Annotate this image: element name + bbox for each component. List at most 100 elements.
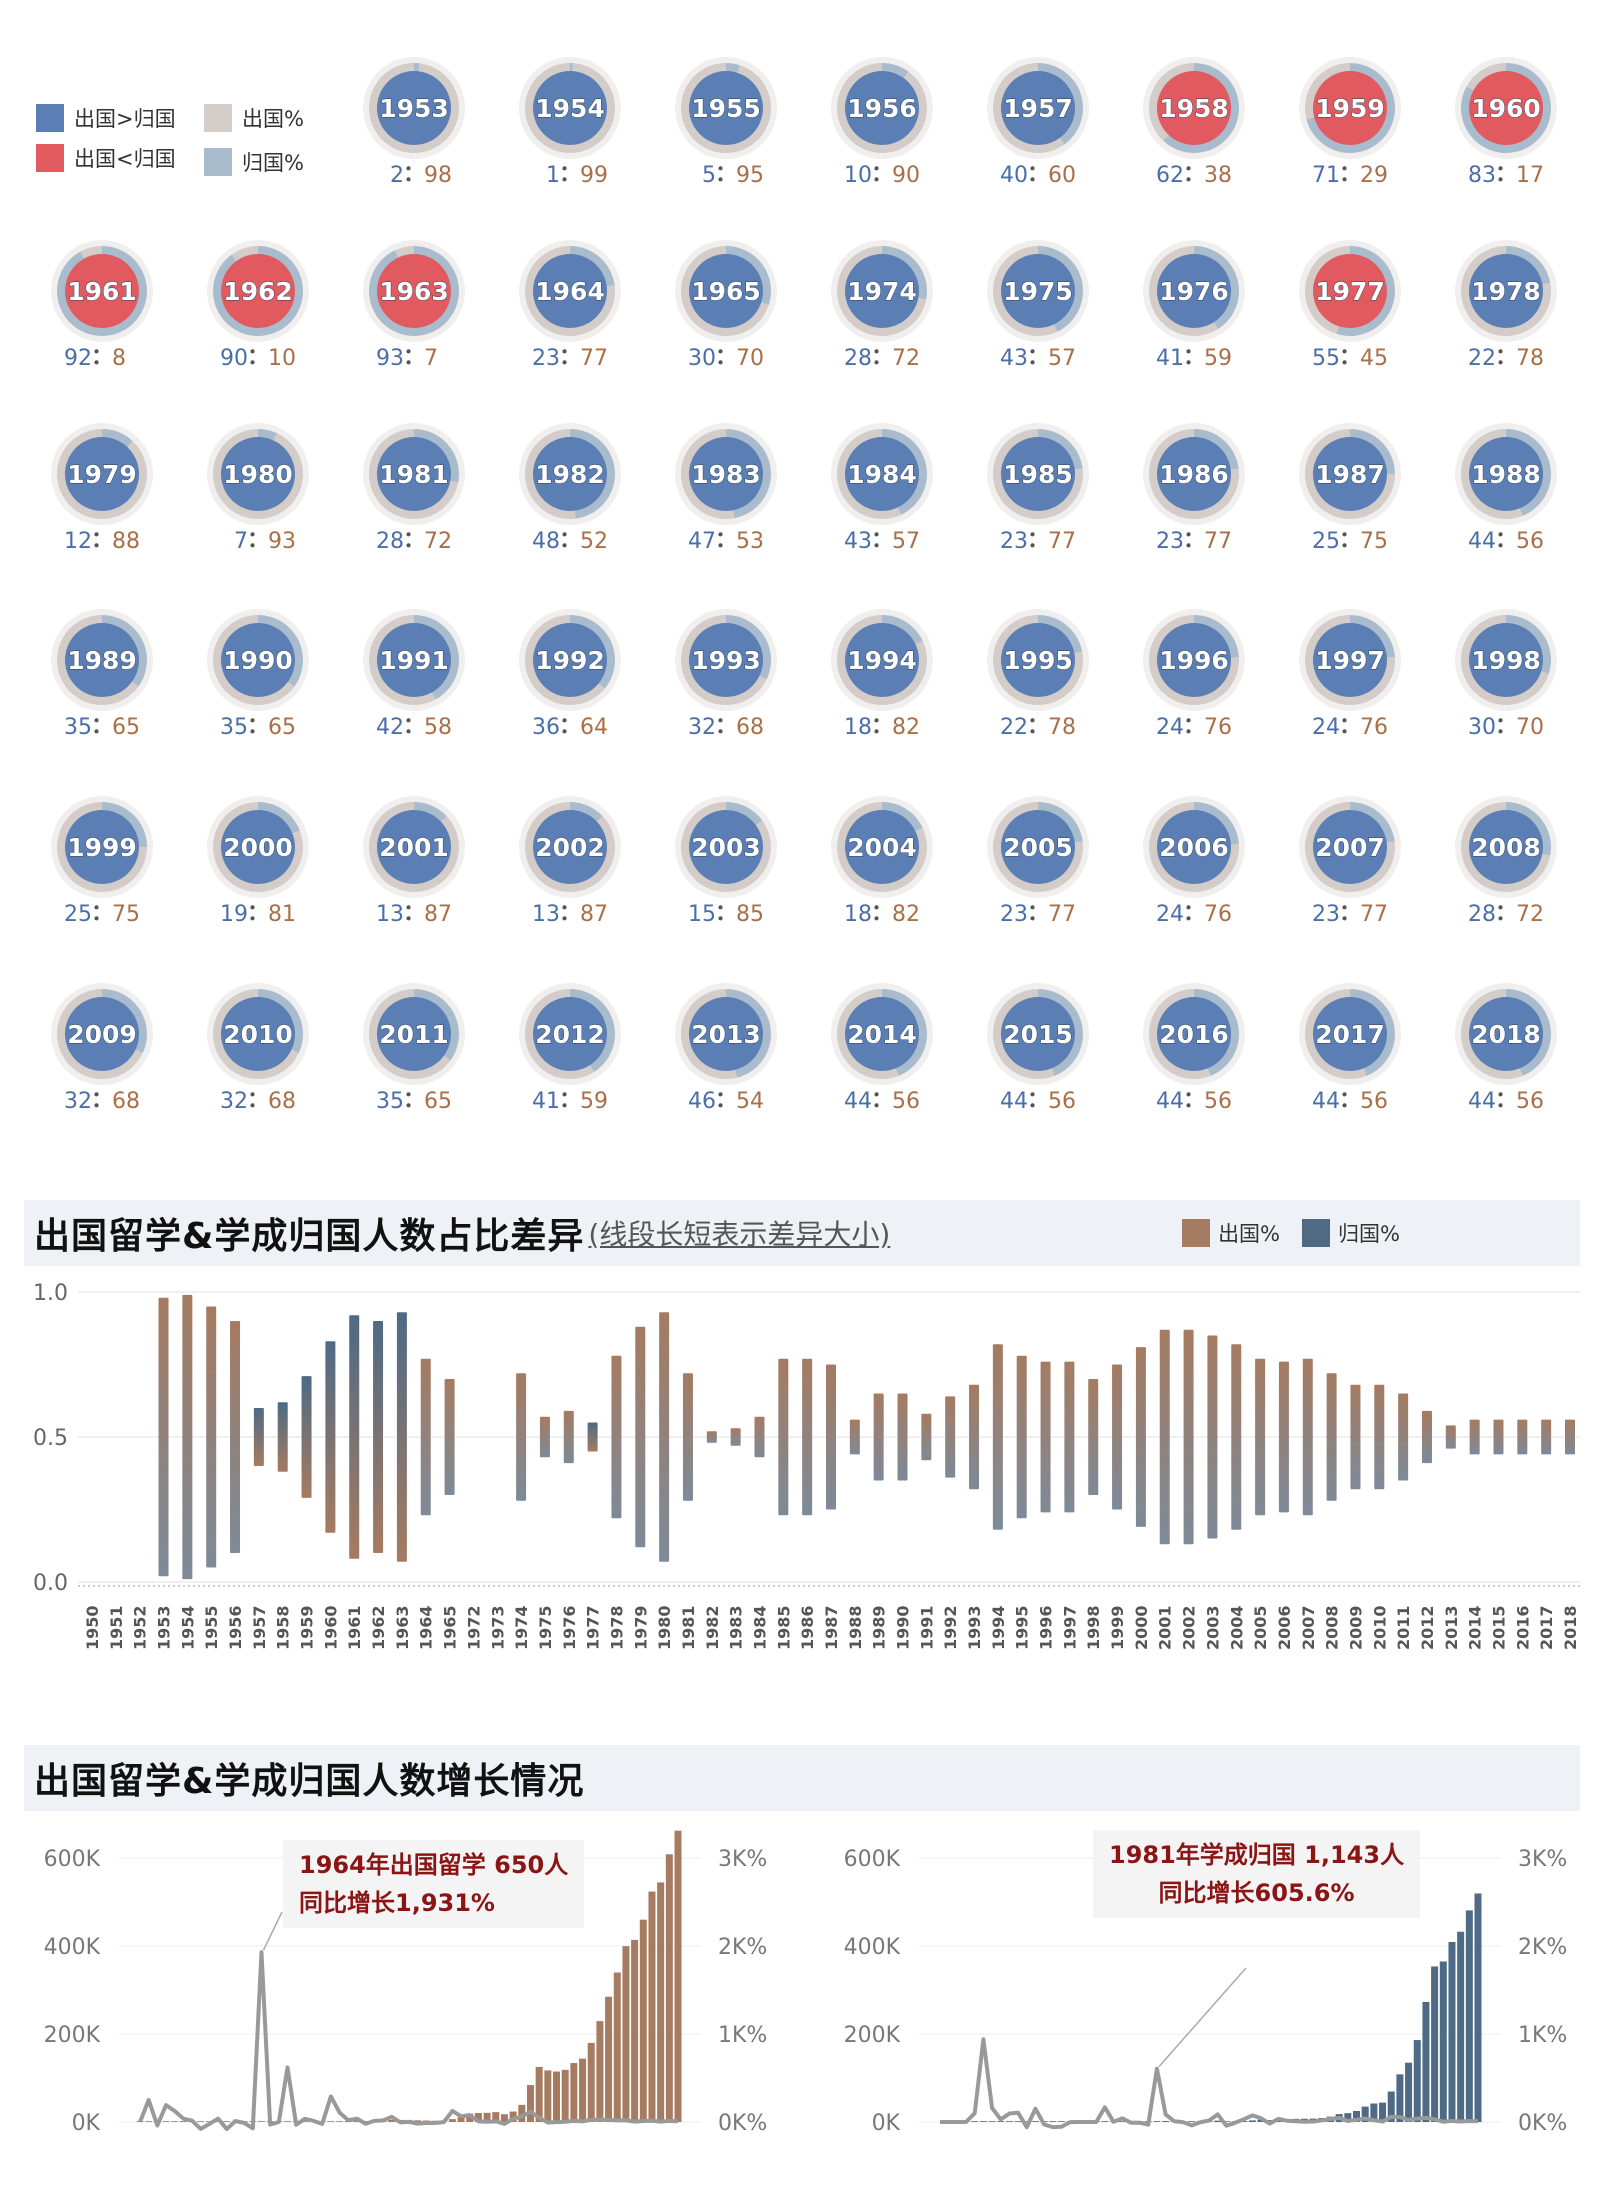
donut-center bbox=[377, 623, 451, 697]
donut-separator: ： bbox=[559, 528, 581, 553]
share-x-tick: 1965 bbox=[441, 1605, 460, 1650]
donut-1979: 1979 12：88 bbox=[51, 423, 153, 554]
donut-out-value: 93 bbox=[376, 346, 404, 371]
donut-ret-value: 76 bbox=[1204, 715, 1232, 740]
share-bar-1989 bbox=[873, 1393, 884, 1481]
donut-2018: 2018 44：56 bbox=[1455, 983, 1557, 1114]
return-annotation-line2: 同比增长605.6% bbox=[1158, 1879, 1355, 1907]
share-x-tick: 1982 bbox=[703, 1605, 722, 1650]
share-x-tick: 1998 bbox=[1084, 1605, 1103, 1650]
growth-bar-1985 bbox=[388, 2119, 396, 2122]
growth-bar-1988 bbox=[414, 2120, 422, 2122]
donut-center bbox=[689, 623, 763, 697]
donut-ret-value: 65 bbox=[268, 715, 296, 740]
donut-1962: 1962 90：10 bbox=[207, 240, 309, 371]
donut-center bbox=[221, 623, 295, 697]
donut-ret-value: 70 bbox=[736, 346, 764, 371]
donut-out-value: 28 bbox=[1468, 902, 1496, 927]
growth-bar-2008 bbox=[587, 2042, 595, 2122]
donut-2006: 2006 24：76 bbox=[1143, 796, 1245, 927]
legend-ret-pct-label: 归国% bbox=[242, 151, 304, 175]
donut-out-value: 41 bbox=[532, 1089, 560, 1114]
donut-year-label: 1982 bbox=[535, 460, 605, 489]
growth-pct-line bbox=[138, 1950, 679, 2132]
donut-separator: ： bbox=[871, 528, 893, 553]
growth-bar-1951 bbox=[145, 2121, 153, 2122]
share-x-tick: 2012 bbox=[1418, 1605, 1437, 1650]
donut-center bbox=[377, 71, 451, 145]
donut-year-label: 2007 bbox=[1315, 833, 1385, 862]
donut-year-label: 1959 bbox=[1315, 94, 1385, 123]
donut-separator: ： bbox=[1027, 345, 1049, 370]
donut-year-label: 2008 bbox=[1471, 833, 1541, 862]
donut-separator: ： bbox=[1339, 528, 1361, 553]
growth-left-tick: 0K bbox=[872, 2111, 901, 2136]
share-bar-2000 bbox=[1135, 1347, 1146, 1527]
donut-ret-value: 10 bbox=[268, 346, 296, 371]
donut-1990: 1990 35：65 bbox=[207, 609, 309, 740]
donut-ret-value: 81 bbox=[268, 902, 296, 927]
donut-2013: 2013 46：54 bbox=[675, 983, 777, 1114]
share-bar-1983 bbox=[730, 1428, 741, 1446]
growth-bar-1985 bbox=[1188, 2121, 1196, 2122]
share-x-tick: 1955 bbox=[202, 1605, 221, 1650]
donut-separator: ： bbox=[91, 901, 113, 926]
share-x-tick: 1952 bbox=[131, 1605, 150, 1650]
donut-out-value: 28 bbox=[844, 346, 872, 371]
share-x-tick: 2000 bbox=[1132, 1605, 1151, 1650]
share-x-tick: 1973 bbox=[488, 1605, 507, 1650]
donut-ret-value: 77 bbox=[1360, 902, 1388, 927]
donut-center bbox=[1313, 71, 1387, 145]
share-x-tick: 1954 bbox=[178, 1605, 197, 1650]
donut-ret-value: 57 bbox=[892, 529, 920, 554]
donut-ret-value: 29 bbox=[1360, 163, 1388, 188]
donut-center bbox=[65, 437, 139, 511]
donut-year-label: 1990 bbox=[223, 646, 293, 675]
share-x-tick: 2002 bbox=[1180, 1605, 1199, 1650]
growth-bar-2014 bbox=[639, 1919, 647, 2122]
donut-1983: 1983 47：53 bbox=[675, 423, 777, 554]
donut-out-value: 47 bbox=[688, 529, 716, 554]
donut-center bbox=[377, 437, 451, 511]
donut-separator: ： bbox=[1027, 528, 1049, 553]
donut-out-value: 22 bbox=[1468, 346, 1496, 371]
donut-ret-value: 68 bbox=[112, 1089, 140, 1114]
donut-ret-value: 56 bbox=[1516, 1089, 1544, 1114]
growth-pct-line bbox=[940, 2037, 1479, 2130]
share-x-tick: 1958 bbox=[274, 1605, 293, 1650]
growth-bar-1963 bbox=[1049, 2121, 1057, 2122]
donut-year-label: 1957 bbox=[1003, 94, 1073, 123]
donut-separator: ： bbox=[871, 345, 893, 370]
share-x-tick: 1990 bbox=[894, 1605, 913, 1650]
donut-center bbox=[845, 254, 919, 328]
donut-center bbox=[1313, 437, 1387, 511]
donut-grid: 19532：9819541：9919555：95195610：90195740：… bbox=[51, 57, 1557, 1114]
donut-separator: ： bbox=[715, 345, 737, 370]
growth-bar-1959 bbox=[1014, 2121, 1022, 2122]
donut-out-value: 23 bbox=[1312, 902, 1340, 927]
growth-bar-2003 bbox=[544, 2070, 552, 2122]
donut-year-label: 1988 bbox=[1471, 460, 1541, 489]
donut-1987: 1987 25：75 bbox=[1299, 423, 1401, 554]
donut-1975: 1975 43：57 bbox=[987, 240, 1089, 371]
growth-bar-1957 bbox=[997, 2121, 1005, 2122]
donut-2012: 2012 41：59 bbox=[519, 983, 621, 1114]
share-bar-2013 bbox=[1445, 1425, 1456, 1449]
share-x-tick: 2010 bbox=[1370, 1605, 1389, 1650]
share-bar-1998 bbox=[1088, 1379, 1099, 1495]
donut-center bbox=[845, 623, 919, 697]
donut-out-value: 41 bbox=[1156, 346, 1184, 371]
donut-separator: ： bbox=[1027, 162, 1049, 187]
donut-separator: ： bbox=[871, 1088, 893, 1113]
donut-year-label: 1977 bbox=[1315, 277, 1385, 306]
donut-ret-value: 53 bbox=[736, 529, 764, 554]
donut-center bbox=[1001, 810, 1075, 884]
share-x-tick: 1972 bbox=[464, 1605, 483, 1650]
share-x-tick: 1981 bbox=[679, 1605, 698, 1650]
donut-ret-value: 59 bbox=[1204, 346, 1232, 371]
share-x-tick: 1995 bbox=[1013, 1605, 1032, 1650]
donut-separator: ： bbox=[715, 1088, 737, 1113]
outbound-annotation-line2: 同比增长1,931% bbox=[299, 1889, 495, 1917]
growth-bar-1991 bbox=[1240, 2121, 1248, 2122]
donut-out-value: 55 bbox=[1312, 346, 1340, 371]
